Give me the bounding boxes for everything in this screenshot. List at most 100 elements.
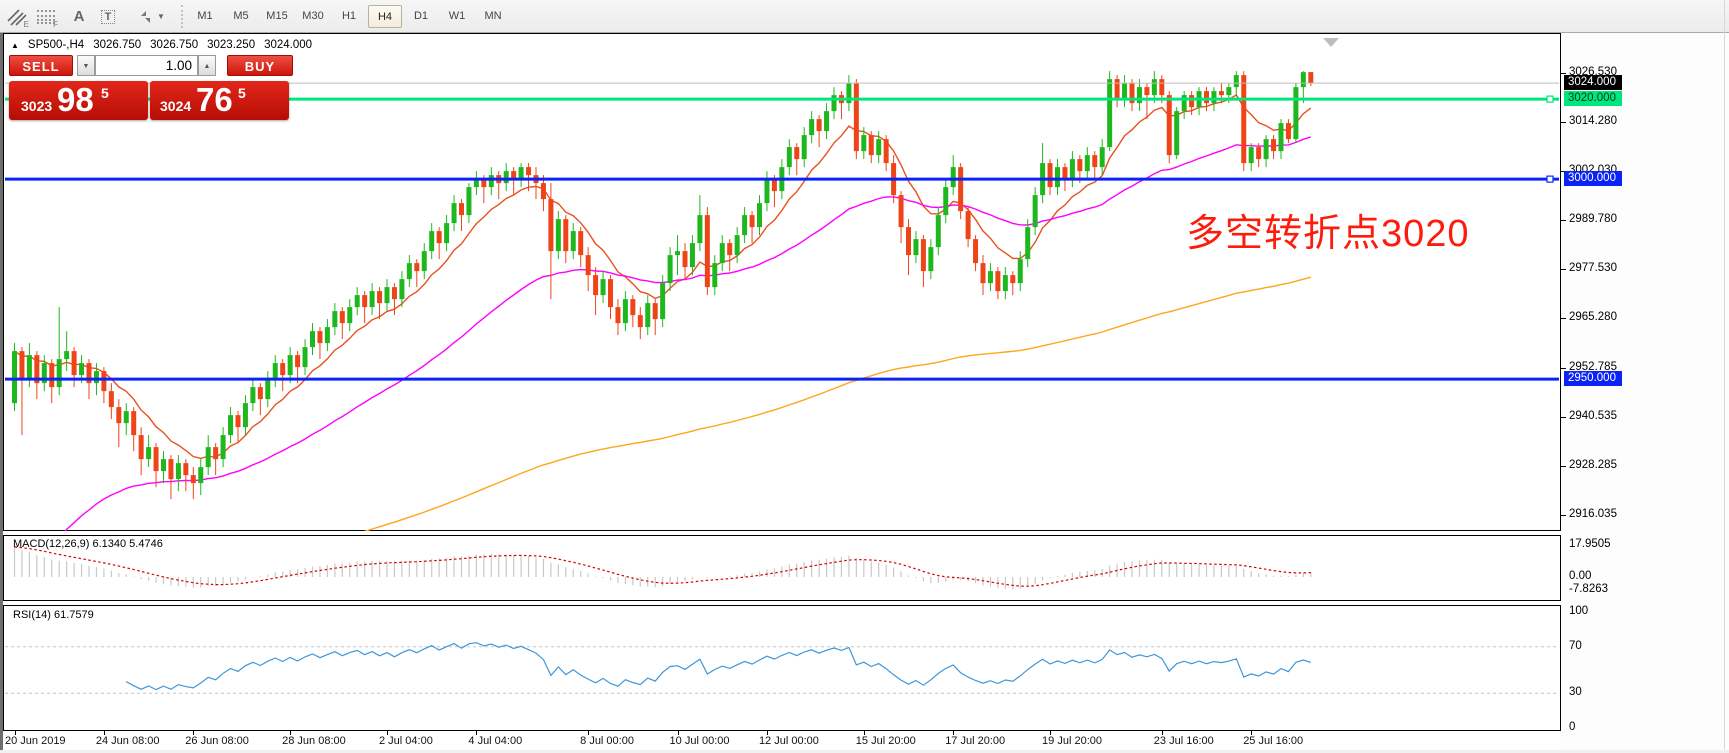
time-tick [290, 731, 292, 735]
text-tool-icon[interactable]: A [73, 8, 85, 25]
buy-price-pip: 5 [238, 85, 246, 101]
main-price-pane[interactable] [3, 33, 1561, 531]
time-label: 24 Jun 08:00 [95, 735, 160, 747]
price-axis[interactable]: 3026.530 3014.280 3002.030 2989.780 2977.530… [1561, 33, 1729, 750]
time-label: 28 Jun 08:00 [282, 735, 346, 747]
price-tick [1561, 318, 1566, 319]
rsi-axis-label: 0 [1569, 721, 1576, 733]
price-badge-3024-000: 3024.000 [1564, 75, 1622, 91]
macd-pane[interactable] [3, 535, 1561, 601]
timeframe-d1[interactable]: D1 [413, 10, 429, 22]
ohlc-low: 3023.250 [207, 39, 256, 51]
window-bottom-edge [0, 750, 1729, 753]
price-tick [1561, 220, 1566, 221]
time-label: 23 Jul 16:00 [1153, 735, 1214, 747]
price-badge-3000-000: 3000.000 [1564, 171, 1622, 187]
time-axis[interactable]: 20 Jun 2019 24 Jun 08:00 26 Jun 08:00 28 Ju… [3, 731, 1564, 750]
time-tick [193, 731, 195, 735]
time-label: 25 Jul 16:00 [1243, 735, 1304, 747]
chart-shift-marker-icon[interactable] [1323, 38, 1339, 47]
timeframe-m30[interactable]: M30 [302, 10, 324, 22]
time-label: 26 Jun 08:00 [185, 735, 249, 747]
price-axis-label: 3014.280 [1569, 115, 1617, 127]
macd-axis-label: 17.9505 [1569, 538, 1611, 550]
rsi-axis-label: 100 [1569, 605, 1589, 617]
buy-price-handle: 3024 [160, 98, 192, 114]
time-tick [387, 731, 388, 735]
ohlc-open: 3026.750 [93, 39, 142, 51]
price-tick [1561, 122, 1566, 123]
time-tick [953, 731, 955, 735]
sell-button[interactable]: SELL [9, 55, 73, 76]
buy-price-tile[interactable]: 3024 76 5 [150, 81, 289, 120]
time-label: 10 Jul 00:00 [669, 735, 730, 747]
time-label: 2 Jul 04:00 [379, 735, 433, 747]
time-tick [766, 731, 768, 735]
arrows-tool-icon[interactable]: ▼ [130, 4, 172, 29]
price-tick [1561, 73, 1566, 74]
ohlc-close: 3024.000 [264, 39, 313, 51]
timeframe-m1[interactable]: M1 [197, 10, 213, 22]
sell-price-handle: 3023 [21, 98, 53, 114]
time-label: 12 Jul 00:00 [758, 735, 819, 747]
time-tick [677, 731, 679, 735]
buy-price-big: 76 [196, 81, 233, 118]
ohlc-high: 3026.750 [150, 39, 199, 51]
chart-window: ▲ SP500-,H4 3026.750 3026.750 3023.250 3… [0, 33, 1564, 750]
rsi-axis-label: 70 [1569, 639, 1582, 652]
price-axis-label: 2965.280 [1569, 311, 1617, 323]
price-tick [1561, 269, 1566, 270]
price-tick [1561, 416, 1566, 418]
time-tick [588, 731, 590, 735]
time-tick [863, 731, 865, 735]
time-tick [1251, 731, 1253, 735]
timeframe-m5[interactable]: M5 [233, 10, 249, 22]
time-label: 15 Jul 20:00 [855, 735, 916, 747]
dropdown-caret-icon: ▼ [157, 12, 165, 21]
time-tick [103, 731, 105, 735]
time-label: 20 Jun 2019 [5, 735, 66, 747]
window-right-edge [1724, 0, 1725, 753]
price-axis-label: 3026.530 [1569, 66, 1617, 78]
symbol-ohlc-line: ▲ SP500-,H4 3026.750 3026.750 3023.250 3… [11, 39, 312, 51]
price-tick [1561, 171, 1566, 172]
price-tick [1561, 514, 1566, 516]
macd-title: MACD(12,26,9) 6.1340 5.4746 [13, 538, 163, 550]
price-tick [1561, 367, 1566, 369]
rsi-pane[interactable] [3, 605, 1561, 731]
time-tick [1161, 731, 1163, 735]
price-axis-label: 2940.535 [1569, 409, 1617, 422]
toolbar-separator [181, 5, 184, 28]
sell-price-pip: 5 [101, 85, 109, 101]
price-axis-label: 2989.780 [1569, 213, 1617, 225]
volume-input[interactable] [95, 55, 198, 76]
symbol-name: SP500-,H4 [27, 39, 85, 51]
timeframe-m15[interactable]: M15 [266, 10, 288, 22]
time-label: 8 Jul 00:00 [580, 735, 634, 747]
sell-price-tile[interactable]: 3023 98 5 [9, 81, 148, 120]
time-label: 19 Jul 20:00 [1042, 735, 1102, 747]
equidistant-channel-tool-icon[interactable]: E [4, 4, 30, 29]
price-axis-label: 2916.035 [1569, 507, 1617, 520]
chart-annotation-text[interactable]: 多空转折点3020 [1186, 213, 1470, 255]
price-badge-2950-000: 2950.000 [1564, 371, 1622, 387]
symbol-collapse-icon[interactable]: ▲ [11, 40, 19, 50]
volume-decrease-button[interactable]: ▼ [77, 55, 95, 76]
macd-axis-label: 0.00 [1569, 570, 1592, 582]
buy-button[interactable]: BUY [227, 55, 293, 76]
price-tick [1561, 465, 1566, 467]
price-axis-label: 2928.285 [1569, 458, 1617, 471]
fibonacci-tool-icon[interactable]: F [37, 9, 58, 29]
timeframe-h4[interactable]: H4 [368, 5, 402, 28]
timeframe-mn[interactable]: MN [484, 10, 502, 22]
time-tick [476, 731, 478, 735]
rsi-axis-label: 30 [1569, 686, 1582, 699]
rsi-title: RSI(14) 61.7579 [13, 609, 94, 621]
time-label: 17 Jul 20:00 [945, 735, 1006, 747]
timeframe-h1[interactable]: H1 [341, 10, 357, 22]
price-axis-label: 2977.530 [1569, 262, 1617, 274]
timeframe-w1[interactable]: W1 [448, 10, 466, 22]
text-label-tool-icon[interactable]: T [95, 4, 121, 29]
volume-increase-button[interactable]: ▲ [198, 55, 216, 76]
